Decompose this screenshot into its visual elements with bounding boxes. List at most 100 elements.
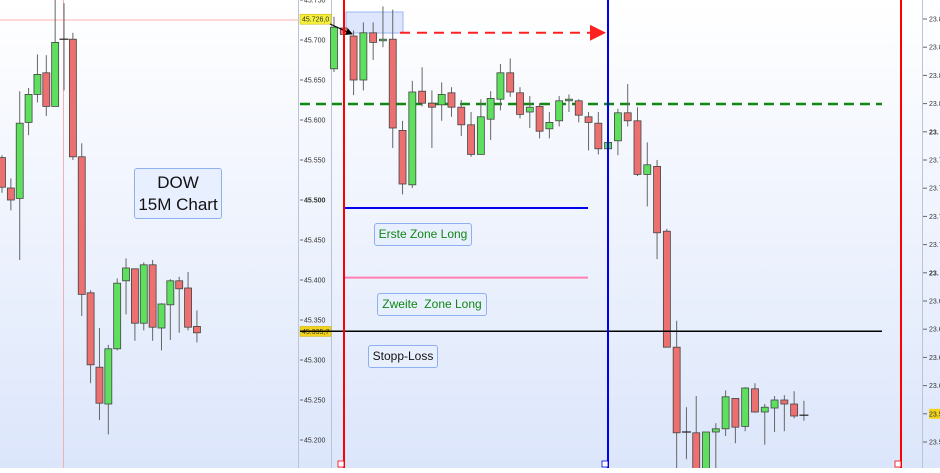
candle [157,303,166,351]
axis-tick-label: 45.550 [304,158,326,165]
candle [193,310,201,343]
right-price-marker [929,408,940,419]
candle-body-bear [427,102,436,108]
candle-body-bull [157,303,166,329]
candle [476,99,485,155]
candle-body-bull [721,396,730,430]
candle [418,67,427,107]
dow-15m-chart-label[interactable]: DOW 15M Chart [134,168,222,219]
candle [594,112,603,155]
erste-zone-long-label[interactable]: Erste Zone Long [374,223,472,246]
candle [148,260,157,341]
candle [369,22,378,60]
candle [388,9,397,148]
candle-body-bull [15,122,24,199]
candle-body-bear [780,399,789,405]
candle-body-bear [467,124,475,155]
candle-body-bull [486,98,495,120]
candle [721,390,730,436]
candle-body-bull [614,112,622,142]
candle-body-bear [349,35,358,81]
candle [77,143,86,316]
candle [790,391,799,419]
candle-body-bull [379,38,387,42]
candle-body-bear [692,432,701,473]
vertical-line-handle[interactable] [337,460,345,468]
axis-tick-label: 45.650 [304,78,326,85]
candle-body-bear [574,100,583,116]
candle [166,279,175,340]
candle [33,54,42,103]
candle-body-bull [359,32,368,81]
candle [653,160,661,260]
candle [623,84,632,127]
candle [113,278,122,351]
vertical-line-handle[interactable] [601,460,609,468]
axis-tick-label: 45.700 [304,38,326,45]
right-axis-label: 23.8 [929,101,940,108]
axis-tick-label: 45.350 [304,318,326,325]
right-axis-label: 23. [929,129,939,136]
candle-body-bull [408,91,417,186]
candle [467,112,475,157]
right-price-axis[interactable]: 23.8 23.8 23.8 23.8 23. 23.7 23.7 23.7 23.7 23. 23… [923,17,940,447]
candle [555,96,564,127]
candle [68,32,77,160]
left-panel-bg [0,0,298,468]
axis-tick-label: 45.300 [304,358,326,365]
candle [614,108,622,156]
label-line1: DOW [157,173,199,192]
candle [0,155,6,193]
axis-tick-label: 45.600 [304,118,326,125]
candle [799,400,809,421]
candle-body-bear [130,268,139,324]
candle [122,258,130,315]
axis-tick-label: 45.500 [304,198,326,205]
candle [731,397,740,444]
candle-body-bull [643,164,652,175]
candle-body-bear [388,38,397,129]
right-axis-label: 23.7 [929,186,940,193]
right-axis-label: 23.8 [929,17,940,24]
candle-body-bear [790,403,799,417]
candle [702,431,710,473]
candle [525,96,534,128]
candle [780,395,789,432]
right-axis-bg [922,0,940,468]
candle-body-bull [525,106,534,113]
main-axis-bg [298,0,332,468]
candle [379,6,387,48]
candle [506,58,515,97]
candle-body-bear [95,366,104,404]
candle [15,91,24,260]
stopp-loss-label[interactable]: Stopp-Loss [368,345,438,368]
candle [349,30,358,96]
candle [565,94,573,112]
right-axis-label: 23.5 [929,411,940,418]
right-axis-label: 23.7 [929,214,940,221]
candle-body-bull [702,431,710,473]
candle-body-bull [437,94,446,106]
candle [711,423,720,468]
candle-body-bull [33,74,42,95]
candle [457,100,466,136]
candle [584,112,593,151]
price-marker-label: 45.726,0 [302,17,329,24]
candle-body-bear [653,165,661,234]
candle-body-bear [6,187,15,201]
zweite-zone-long-label[interactable]: Zweite Zone Long [377,293,487,316]
black-arrow[interactable] [329,23,353,35]
candle [545,112,554,139]
candle-body-bear [731,397,740,428]
drawings[interactable] [300,0,902,468]
candle [486,91,495,140]
vertical-line-handle[interactable] [894,460,902,468]
candle [95,328,104,420]
candle-body-bear [751,388,759,413]
candle-body-bear [68,38,77,158]
candle-body-bear [672,346,681,434]
candle-body-bear [447,92,456,108]
candle-body-bear [175,280,184,290]
candle [24,88,33,136]
highlight-rectangle[interactable] [345,11,404,34]
